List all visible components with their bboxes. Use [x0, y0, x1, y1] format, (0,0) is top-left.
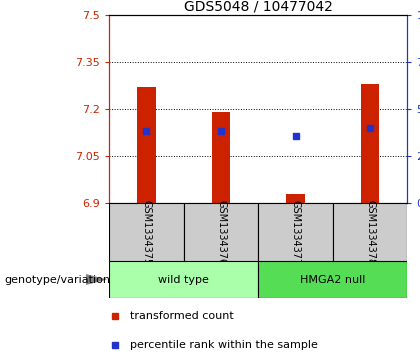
Text: GSM1334375: GSM1334375 [142, 200, 152, 265]
Bar [258, 203, 333, 261]
Bar [258, 261, 407, 298]
Text: GSM1334376: GSM1334376 [216, 200, 226, 265]
Text: transformed count: transformed count [130, 311, 234, 321]
Bar [184, 203, 258, 261]
Polygon shape [86, 274, 107, 285]
Title: GDS5048 / 10477042: GDS5048 / 10477042 [184, 0, 333, 13]
Text: GSM1334378: GSM1334378 [365, 200, 375, 265]
Text: wild type: wild type [158, 274, 209, 285]
Text: HMGA2 null: HMGA2 null [300, 274, 365, 285]
Bar [109, 203, 184, 261]
Text: genotype/variation: genotype/variation [4, 274, 110, 285]
Bar [109, 261, 258, 298]
Text: percentile rank within the sample: percentile rank within the sample [130, 340, 318, 350]
Bar [361, 84, 379, 203]
Bar [286, 194, 305, 203]
Bar [137, 87, 156, 203]
Bar [212, 112, 230, 203]
Text: GSM1334377: GSM1334377 [291, 200, 301, 265]
Bar [333, 203, 407, 261]
